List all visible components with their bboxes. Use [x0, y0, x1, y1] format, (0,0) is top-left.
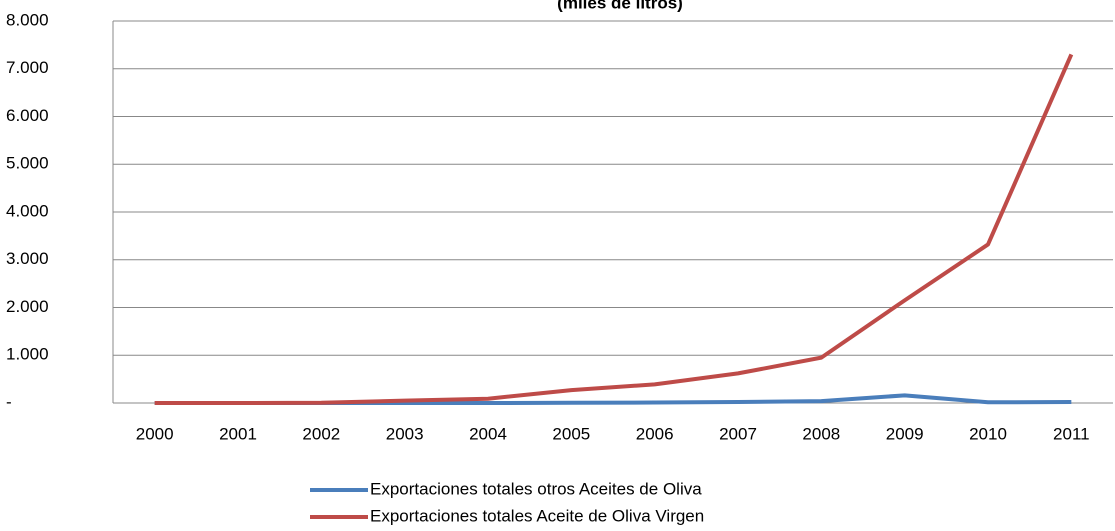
x-tick-label: 2009 [886, 424, 924, 443]
chart-title: (miles de litros) [557, 0, 683, 12]
y-tick-label: 4.000 [6, 201, 49, 220]
y-tick-label: - [6, 392, 12, 411]
y-tick-label: 1.000 [6, 345, 49, 364]
x-tick-label: 2002 [302, 424, 340, 443]
x-tick-label: 2005 [552, 424, 590, 443]
data-line [154, 53, 1074, 405]
x-tick-label: 2001 [219, 424, 257, 443]
x-tick-label: 2006 [636, 424, 674, 443]
x-tick-label: 2003 [386, 424, 424, 443]
x-tick-label: 2007 [719, 424, 757, 443]
y-tick-label: 2.000 [6, 297, 49, 316]
y-tick-label: 7.000 [6, 58, 49, 77]
y-tick-label: 8.000 [6, 10, 49, 29]
y-tick-label: 6.000 [6, 106, 49, 125]
x-tick-label: 2010 [969, 424, 1007, 443]
y-tick-label: 3.000 [6, 249, 49, 268]
x-tick-label: 2000 [136, 424, 174, 443]
x-tick-label: 2004 [469, 424, 507, 443]
x-tick-label: 2011 [1053, 424, 1090, 443]
y-tick-label: 5.000 [6, 154, 49, 173]
legend-label: Exportaciones totales otros Aceites de O… [370, 479, 702, 498]
x-tick-label: 2008 [802, 424, 840, 443]
legend-label: Exportaciones totales Aceite de Oliva Vi… [370, 506, 704, 525]
